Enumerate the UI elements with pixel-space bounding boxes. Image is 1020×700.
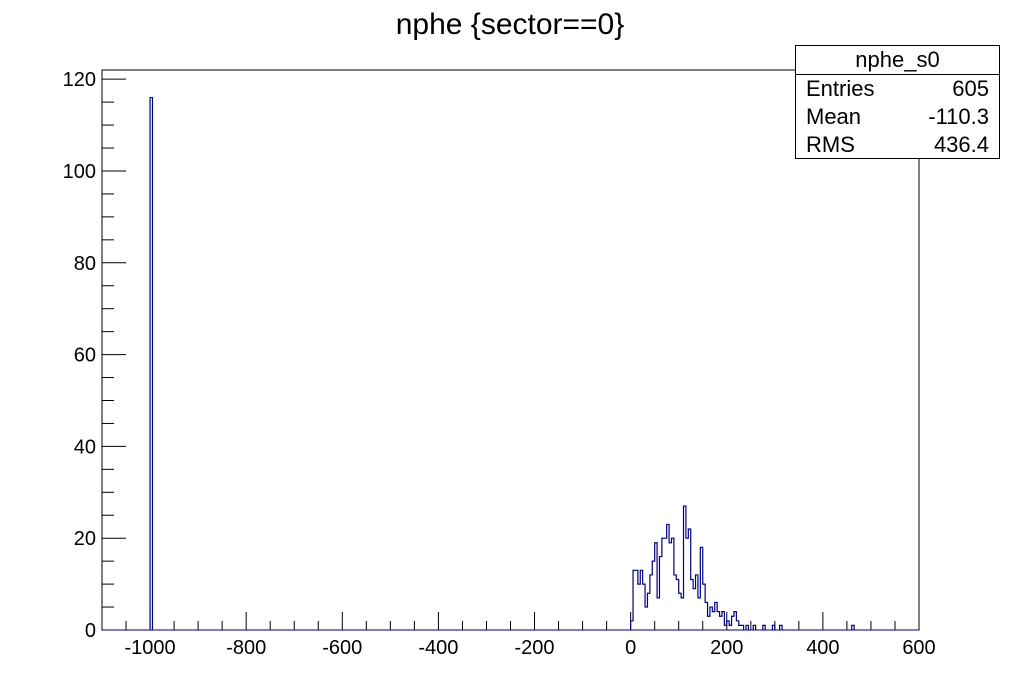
x-tick-label: -400: [418, 637, 458, 659]
stats-title: nphe_s0: [796, 46, 999, 75]
x-tick-label: 0: [625, 637, 636, 659]
histogram-bin: [720, 616, 722, 630]
x-tick-label: 400: [806, 637, 839, 659]
histogram-bin: [698, 598, 700, 630]
histogram-bin: [664, 538, 666, 630]
y-tick-label: 80: [74, 253, 96, 275]
stats-box: nphe_s0 Entries 605 Mean -110.3 RMS 436.…: [795, 45, 1000, 159]
stats-label: Entries: [806, 76, 875, 101]
stats-row-mean: Mean -110.3: [796, 103, 999, 131]
histogram-bin: [729, 625, 731, 630]
histogram-outline: [149, 96, 855, 630]
histogram-bin: [708, 616, 710, 630]
histogram-bin: [638, 584, 640, 630]
stats-value: 605: [952, 76, 989, 101]
histogram-bin: [739, 625, 741, 630]
y-tick-label: 0: [85, 620, 96, 642]
x-tick-label: -800: [226, 637, 266, 659]
histogram-bin: [693, 589, 695, 630]
x-tick-label: -200: [515, 637, 555, 659]
stats-label: Mean: [806, 104, 862, 129]
histogram-bin: [681, 598, 683, 630]
x-tick-label: 200: [710, 637, 743, 659]
histogram-bin: [674, 575, 676, 630]
x-tick-label: -1000: [124, 637, 175, 659]
histogram-bin: [712, 612, 714, 630]
stats-label: RMS: [806, 132, 855, 157]
x-tick-label: -600: [322, 637, 362, 659]
stats-row-rms: RMS 436.4: [796, 131, 999, 159]
y-tick-label: 60: [74, 345, 96, 367]
y-tick-label: 20: [74, 528, 96, 550]
x-tick-label: 600: [902, 637, 935, 659]
chart-title: nphe {sector==0}: [395, 8, 625, 41]
histogram-bin: [657, 598, 659, 630]
y-tick-label: 120: [63, 69, 96, 91]
stats-value: 436.4: [933, 132, 989, 157]
y-tick-label: 40: [74, 436, 96, 458]
y-tick-label: 100: [63, 161, 96, 183]
histogram-bin: [686, 538, 688, 630]
stats-row-entries: Entries 605: [796, 75, 999, 103]
histogram-bin: [669, 543, 671, 630]
histogram-bin: [645, 607, 647, 630]
stats-value: -110.3: [928, 104, 989, 129]
